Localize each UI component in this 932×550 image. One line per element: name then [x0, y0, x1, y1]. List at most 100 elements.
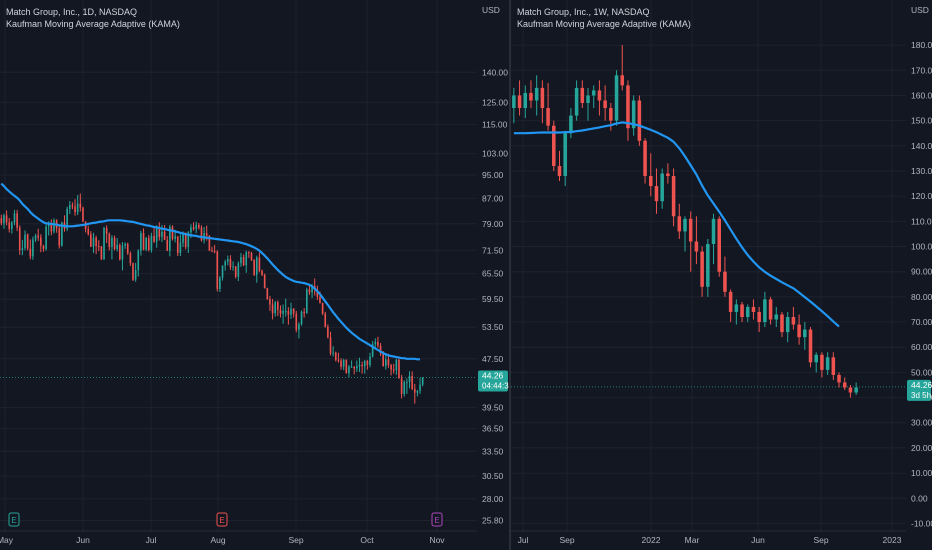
candle-body[interactable] [116, 244, 119, 249]
candle[interactable] [597, 80, 602, 116]
candle-body[interactable] [208, 235, 211, 251]
candle[interactable] [734, 299, 739, 325]
candle[interactable] [295, 310, 298, 333]
candle-body[interactable] [666, 173, 670, 177]
candle[interactable] [631, 95, 636, 136]
candle[interactable] [0, 214, 3, 226]
candle[interactable] [111, 235, 113, 260]
candle-body[interactable] [597, 90, 602, 101]
candle[interactable] [134, 262, 137, 282]
candle[interactable] [649, 153, 653, 197]
candle-body[interactable] [654, 186, 659, 202]
candle-body[interactable] [419, 384, 421, 391]
candle[interactable] [13, 209, 16, 226]
candle-body[interactable] [348, 366, 350, 374]
candle-body[interactable] [797, 324, 801, 338]
candle-body[interactable] [563, 133, 567, 177]
candle[interactable] [274, 300, 277, 317]
candle[interactable] [18, 225, 21, 255]
candle-body[interactable] [411, 376, 413, 389]
candle[interactable] [55, 219, 58, 233]
candle-body[interactable] [300, 311, 303, 325]
candle-body[interactable] [643, 140, 647, 177]
candle[interactable] [603, 85, 607, 121]
candle[interactable] [147, 234, 150, 252]
candle[interactable] [419, 377, 421, 394]
candle-body[interactable] [785, 317, 790, 333]
candle[interactable] [348, 364, 350, 378]
candle[interactable] [523, 85, 528, 119]
candle-body[interactable] [649, 176, 653, 187]
candle-body[interactable] [757, 311, 761, 323]
candle-body[interactable] [134, 269, 137, 280]
candle-body[interactable] [18, 227, 21, 251]
candle-body[interactable] [717, 218, 721, 272]
candle[interactable] [113, 235, 116, 251]
candle-body[interactable] [171, 226, 174, 239]
candle[interactable] [529, 80, 533, 109]
daily-indicator-label[interactable]: Kaufman Moving Average Adaptive (KAMA) [6, 19, 180, 29]
candle-body[interactable] [369, 356, 371, 365]
candle-body[interactable] [229, 259, 232, 268]
candle-body[interactable] [609, 108, 613, 121]
pane-divider[interactable] [509, 0, 511, 550]
candle[interactable] [79, 193, 82, 212]
candle-body[interactable] [232, 266, 234, 268]
candle[interactable] [660, 168, 664, 209]
candle-body[interactable] [825, 357, 830, 370]
candle-body[interactable] [113, 237, 116, 249]
candle-body[interactable] [282, 310, 284, 314]
candle-body[interactable] [213, 251, 216, 253]
candle[interactable] [266, 287, 269, 300]
candle-body[interactable] [95, 237, 97, 246]
candle[interactable] [103, 226, 105, 261]
candle-body[interactable] [61, 222, 63, 246]
candle-body[interactable] [53, 220, 55, 232]
candle-body[interactable] [24, 234, 26, 249]
candle-body[interactable] [279, 309, 282, 314]
candle-body[interactable] [329, 337, 332, 354]
candle-body[interactable] [153, 235, 155, 242]
candle[interactable] [119, 243, 121, 261]
candle-body[interactable] [620, 75, 625, 86]
candle[interactable] [421, 377, 424, 387]
candle[interactable] [808, 327, 813, 368]
candle-body[interactable] [169, 226, 171, 251]
candle-body[interactable] [574, 87, 579, 116]
candle-body[interactable] [694, 241, 699, 252]
candle[interactable] [282, 304, 284, 324]
price-axis-bg[interactable] [906, 0, 932, 550]
candle-body[interactable] [305, 289, 308, 314]
candle[interactable] [21, 239, 24, 256]
weekly-chart-canvas[interactable]: USD 180.00 170.00 160.00 150.00 140.00 130.00 1… [511, 0, 932, 550]
candle[interactable] [780, 311, 784, 338]
candle[interactable] [92, 232, 95, 253]
candle[interactable] [292, 308, 295, 318]
candle[interactable] [345, 359, 348, 374]
candle-body[interactable] [416, 390, 419, 393]
candle-body[interactable] [158, 227, 161, 237]
candle-body[interactable] [111, 237, 113, 248]
candle-body[interactable] [342, 359, 345, 367]
candle-body[interactable] [406, 382, 408, 384]
candle[interactable] [240, 252, 242, 267]
candle-body[interactable] [121, 245, 124, 260]
candle[interactable] [688, 211, 693, 272]
candle[interactable] [26, 233, 29, 251]
candle[interactable] [232, 261, 234, 271]
candle-body[interactable] [277, 302, 279, 310]
candle-body[interactable] [546, 108, 550, 126]
candle-body[interactable] [87, 229, 90, 235]
candle-body[interactable] [105, 227, 108, 234]
candle[interactable] [226, 255, 229, 266]
candle[interactable] [358, 357, 361, 372]
candle-body[interactable] [413, 388, 416, 393]
candle-body[interactable] [580, 87, 585, 104]
candle-body[interactable] [842, 382, 847, 388]
candle-body[interactable] [150, 235, 153, 251]
earnings-marker[interactable]: E [431, 512, 443, 527]
candle[interactable] [82, 206, 84, 222]
candle[interactable] [32, 236, 34, 260]
candle-body[interactable] [219, 277, 221, 290]
weekly-price-axis[interactable]: USD 180.00 170.00 160.00 150.00 140.00 130.00 1… [906, 0, 932, 550]
